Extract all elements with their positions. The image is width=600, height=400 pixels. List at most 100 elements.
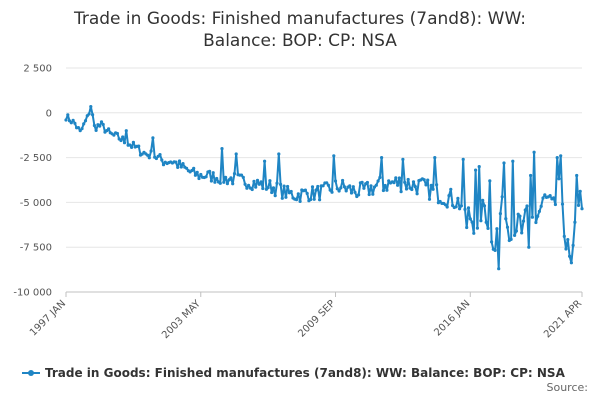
data-point[interactable] xyxy=(252,179,256,183)
data-point[interactable] xyxy=(365,180,369,185)
data-point[interactable] xyxy=(231,182,235,186)
data-point[interactable] xyxy=(179,165,183,169)
data-point[interactable] xyxy=(270,190,274,195)
legend[interactable]: Trade in Goods: Finished manufactures (7… xyxy=(22,366,565,380)
data-point[interactable] xyxy=(296,192,300,196)
data-point[interactable] xyxy=(147,156,151,160)
data-point[interactable] xyxy=(351,185,355,189)
data-point[interactable] xyxy=(458,207,462,211)
data-point[interactable] xyxy=(69,121,73,125)
data-point[interactable] xyxy=(371,192,375,196)
data-point[interactable] xyxy=(566,238,570,242)
data-point[interactable] xyxy=(245,186,249,190)
data-point[interactable] xyxy=(484,220,488,224)
data-point[interactable] xyxy=(404,187,409,191)
data-point[interactable] xyxy=(149,149,153,153)
data-point[interactable] xyxy=(161,163,166,167)
data-point[interactable] xyxy=(160,158,164,162)
data-point[interactable] xyxy=(486,226,490,230)
data-point[interactable] xyxy=(131,140,135,144)
data-point[interactable] xyxy=(431,187,435,191)
data-point[interactable] xyxy=(280,196,284,200)
data-point[interactable] xyxy=(427,197,432,201)
data-point[interactable] xyxy=(215,176,219,181)
data-point[interactable] xyxy=(294,198,299,202)
data-point[interactable] xyxy=(333,179,338,183)
data-point[interactable] xyxy=(456,196,460,200)
data-point[interactable] xyxy=(454,205,458,209)
data-point[interactable] xyxy=(575,173,579,178)
data-point[interactable] xyxy=(500,195,504,199)
data-point[interactable] xyxy=(73,121,77,125)
data-point[interactable] xyxy=(128,143,132,147)
data-point[interactable] xyxy=(541,196,545,200)
data-point[interactable] xyxy=(349,191,354,195)
data-point[interactable] xyxy=(569,261,574,265)
data-point[interactable] xyxy=(504,217,508,221)
data-point[interactable] xyxy=(177,159,182,163)
data-point[interactable] xyxy=(381,188,385,193)
data-point[interactable] xyxy=(225,182,229,186)
data-point[interactable] xyxy=(525,204,529,208)
data-point[interactable] xyxy=(305,191,309,196)
data-point[interactable] xyxy=(303,188,307,192)
data-point[interactable] xyxy=(433,156,437,160)
data-point[interactable] xyxy=(83,119,88,123)
data-point[interactable] xyxy=(576,203,581,207)
data-point[interactable] xyxy=(341,178,345,183)
data-point[interactable] xyxy=(87,112,91,116)
data-point[interactable] xyxy=(199,172,203,177)
data-point[interactable] xyxy=(259,180,263,184)
data-point[interactable] xyxy=(466,206,471,210)
data-point[interactable] xyxy=(495,227,499,231)
data-point[interactable] xyxy=(401,157,405,161)
data-point[interactable] xyxy=(151,136,155,140)
data-point[interactable] xyxy=(468,217,472,221)
data-point[interactable] xyxy=(213,180,217,184)
data-point[interactable] xyxy=(472,231,476,235)
data-point[interactable] xyxy=(424,183,428,187)
data-point[interactable] xyxy=(509,237,513,241)
data-point[interactable] xyxy=(332,154,336,158)
data-point[interactable] xyxy=(530,215,535,219)
data-point[interactable] xyxy=(197,176,201,181)
data-point[interactable] xyxy=(89,105,93,109)
data-point[interactable] xyxy=(112,133,116,137)
data-point[interactable] xyxy=(82,122,86,126)
data-point[interactable] xyxy=(220,147,224,151)
data-point[interactable] xyxy=(209,179,213,183)
data-point[interactable] xyxy=(195,170,199,174)
data-point[interactable] xyxy=(146,153,150,157)
data-point[interactable] xyxy=(312,197,316,201)
data-point[interactable] xyxy=(463,207,467,211)
data-point[interactable] xyxy=(543,193,547,197)
data-point[interactable] xyxy=(536,214,540,218)
data-point[interactable] xyxy=(193,173,197,177)
data-point[interactable] xyxy=(376,179,380,183)
data-point[interactable] xyxy=(76,126,80,130)
data-point[interactable] xyxy=(490,240,494,244)
data-point[interactable] xyxy=(122,141,127,145)
data-point[interactable] xyxy=(154,156,158,161)
data-point[interactable] xyxy=(124,129,128,133)
data-point[interactable] xyxy=(286,184,290,189)
data-point[interactable] xyxy=(482,204,487,208)
data-point[interactable] xyxy=(339,186,343,190)
data-point[interactable] xyxy=(337,189,341,193)
data-point[interactable] xyxy=(66,113,70,117)
data-point[interactable] xyxy=(523,208,527,212)
data-point[interactable] xyxy=(273,194,277,198)
data-point[interactable] xyxy=(385,188,389,192)
data-point[interactable] xyxy=(552,196,556,200)
data-point[interactable] xyxy=(445,205,449,209)
data-point[interactable] xyxy=(367,192,371,197)
data-point[interactable] xyxy=(318,198,322,202)
data-point[interactable] xyxy=(314,188,318,192)
data-point[interactable] xyxy=(369,184,373,188)
data-point[interactable] xyxy=(411,180,416,184)
data-point[interactable] xyxy=(449,187,453,191)
data-point[interactable] xyxy=(115,131,119,136)
data-point[interactable] xyxy=(263,159,267,163)
data-point[interactable] xyxy=(353,190,357,194)
data-point[interactable] xyxy=(505,225,510,229)
